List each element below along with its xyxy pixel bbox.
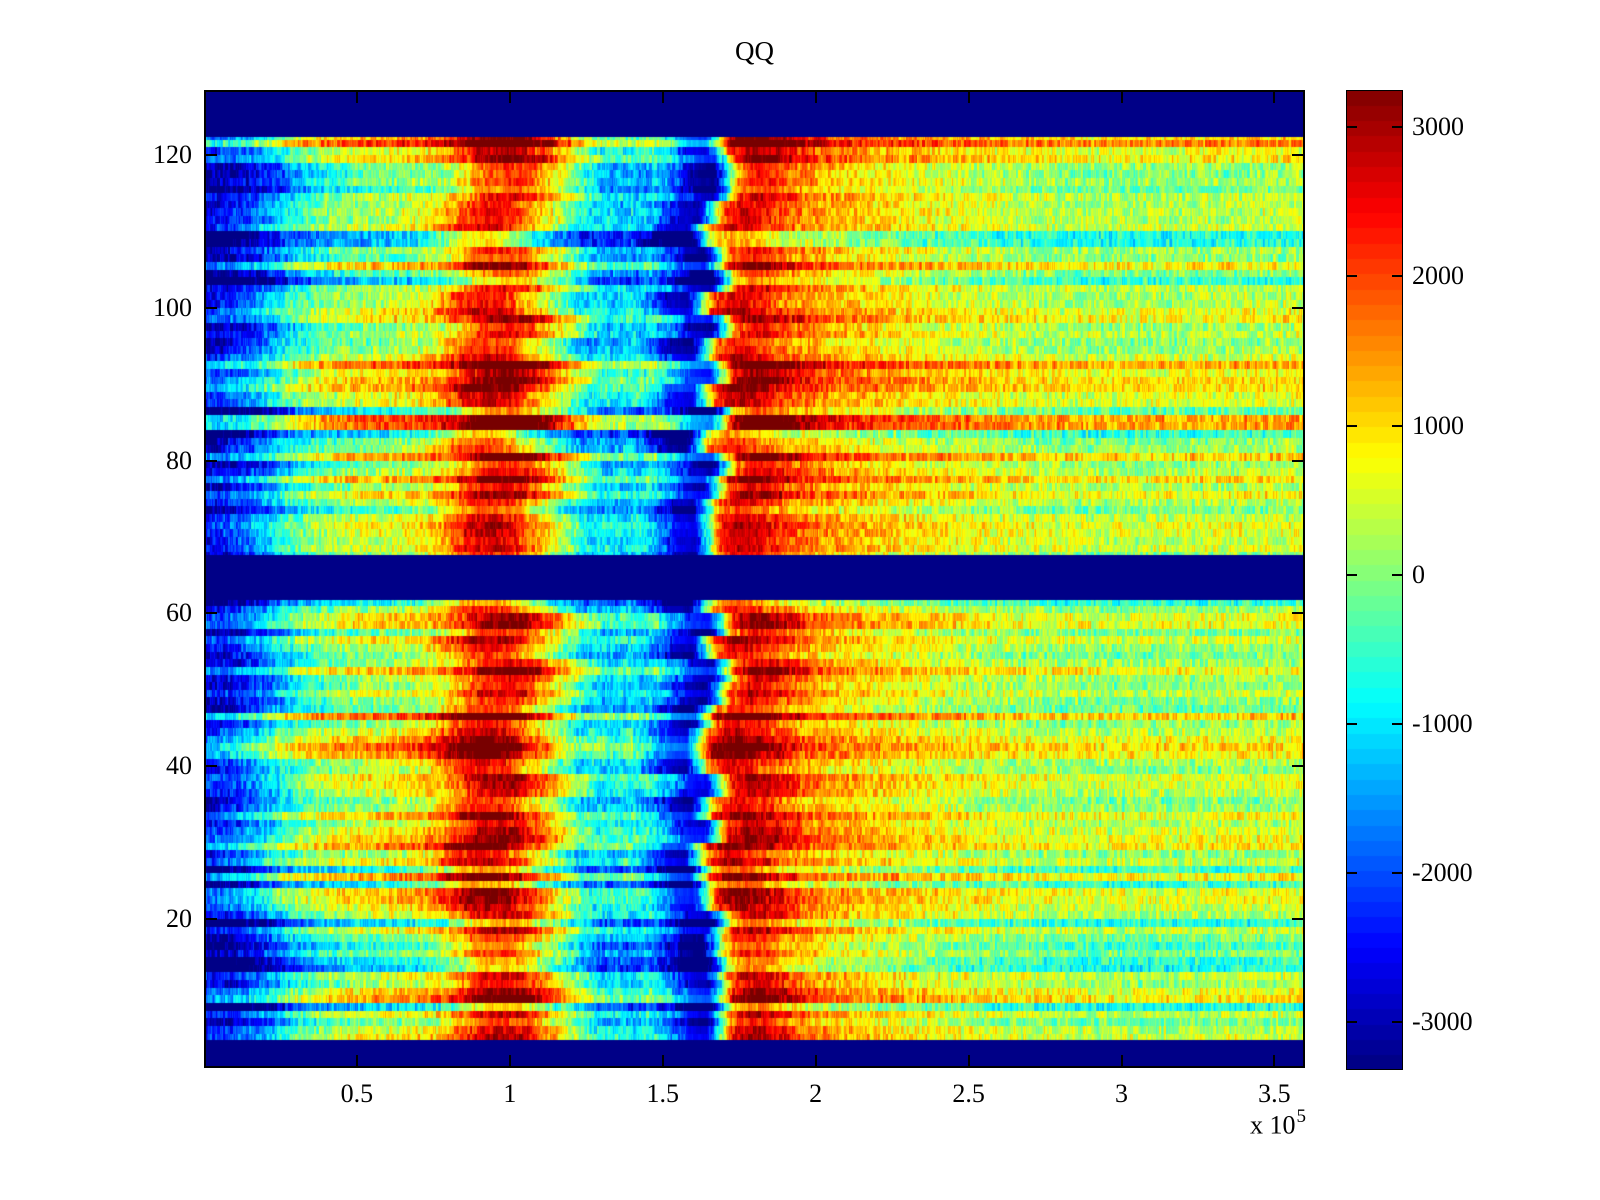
colorbar-tick-label: 1000 [1412,410,1464,440]
x-tick-mark [355,1055,358,1068]
x-tick-mark [967,1055,970,1068]
colorbar-tick-mark [1347,722,1357,725]
x-tick-label: 2.5 [952,1079,985,1108]
colorbar-tick-mark [1392,1021,1402,1024]
x-tick-mark [967,90,970,103]
colorbar-tick-mark [1347,275,1357,278]
y-tick-label: 120 [153,139,192,169]
y-tick-label: 100 [153,292,192,322]
y-tick-mark [1292,612,1305,615]
colorbar-tick-label: -3000 [1412,1007,1473,1037]
y-tick-mark [204,612,217,615]
y-tick-mark [1292,765,1305,768]
colorbar-tick-label: 2000 [1412,261,1464,291]
colorbar-tick-mark [1392,424,1402,427]
x-tick-mark [508,1055,511,1068]
colorbar-tick-mark [1347,424,1357,427]
x-tick-label: 2 [809,1079,823,1108]
colorbar-tick-mark [1347,872,1357,875]
y-tick-mark [1292,459,1305,462]
colorbar-tick-mark [1392,722,1402,725]
x-axis-exponent-prefix: x 10 [1250,1110,1296,1140]
colorbar-tick-label: 0 [1412,559,1425,589]
chart-title: QQ [735,36,774,66]
x-axis-exponent-power: 5 [1296,1106,1307,1127]
colorbar-tick-mark [1347,126,1357,129]
plot-area [204,90,1305,1068]
x-tick-label: 3.5 [1258,1079,1291,1108]
x-tick-mark [1120,1055,1123,1068]
y-tick-label: 40 [166,751,192,781]
y-tick-label: 60 [166,598,192,628]
y-tick-label: 20 [166,904,192,933]
y-tick-mark [204,918,217,920]
y-tick-mark [204,306,217,309]
x-tick-mark [661,90,664,103]
colorbar-canvas [1346,90,1403,1070]
colorbar-tick-mark [1392,872,1402,875]
x-tick-mark [355,90,358,103]
colorbar-tick-label: -1000 [1412,708,1473,738]
x-tick-mark [1273,1055,1276,1068]
x-tick-label: 1 [503,1079,517,1108]
heatmap-canvas [204,90,1305,1068]
x-tick-mark [814,90,817,103]
y-tick-label: 80 [166,445,192,475]
colorbar-tick-mark [1347,573,1357,576]
y-tick-mark [204,459,217,462]
y-tick-mark [204,153,217,156]
colorbar-tick-mark [1392,573,1402,576]
y-tick-mark [1292,306,1305,309]
x-tick-mark [1273,90,1276,103]
x-tick-mark [508,90,511,103]
x-tick-mark [814,1055,817,1068]
y-tick-mark [204,765,217,768]
colorbar-tick-label: 3000 [1412,112,1464,142]
colorbar-tick-mark [1392,275,1402,278]
colorbar-area [1346,90,1403,1070]
x-axis-exponent: x 105 [1105,1106,1307,1141]
y-tick-mark [1292,153,1305,156]
x-tick-label: 1.5 [646,1079,680,1108]
colorbar-tick-label: -2000 [1412,858,1473,888]
colorbar-tick-mark [1347,1021,1357,1024]
x-tick-label: 3 [1115,1079,1128,1108]
x-tick-mark [661,1055,664,1068]
x-tick-label: 0.5 [340,1079,374,1108]
colorbar-tick-mark [1392,126,1402,129]
x-tick-mark [1120,90,1123,103]
y-tick-mark [1292,918,1305,920]
